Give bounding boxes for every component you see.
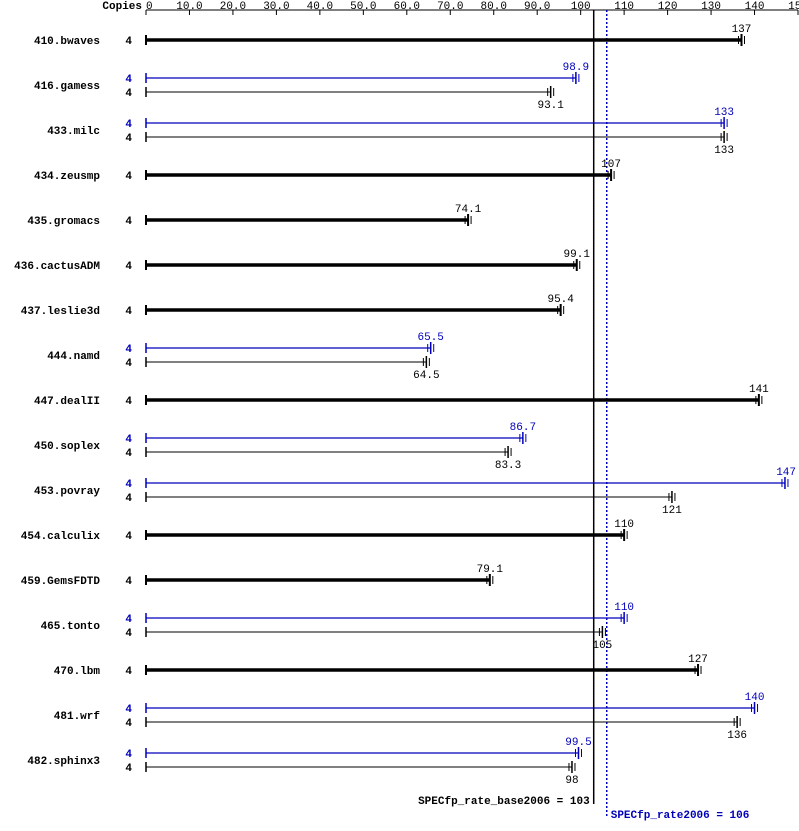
x-tick-label: 120 [658, 1, 678, 13]
copies-peak: 4 [125, 479, 132, 491]
copies-peak: 4 [125, 74, 132, 86]
benchmark-name: 437.leslie3d [21, 306, 100, 318]
copies-base: 4 [125, 493, 132, 505]
copies-peak: 4 [125, 344, 132, 356]
peak-value: 65.5 [418, 332, 444, 344]
x-tick-label: 140 [745, 1, 765, 13]
base-value: 105 [592, 640, 612, 652]
benchmark-name: 465.tonto [41, 621, 101, 633]
x-tick-label: 130 [701, 1, 721, 13]
x-tick-label: 110 [614, 1, 634, 13]
ref-base-label: SPECfp_rate_base2006 = 103 [418, 796, 590, 808]
base-value: 99.1 [564, 249, 591, 261]
benchmark-name: 453.povray [34, 486, 100, 498]
copies-base: 4 [125, 133, 132, 145]
base-value: 141 [749, 384, 769, 396]
benchmark-name: 410.bwaves [34, 36, 100, 48]
copies-value: 4 [125, 261, 132, 273]
x-tick-label: 60.0 [394, 1, 420, 13]
base-value: 93.1 [537, 100, 564, 112]
benchmark-name: 481.wrf [54, 711, 101, 723]
spec-benchmark-chart: 0 10.0 20.0 30.0 40.0 50.0 60.0 70.0 80.0 90.0 100… [0, 0, 799, 831]
base-value: 110 [614, 519, 634, 531]
base-value: 121 [662, 505, 682, 517]
benchmark-name: 434.zeusmp [34, 171, 100, 183]
base-value: 98 [565, 775, 578, 787]
x-tick-label: 0 [146, 1, 153, 13]
benchmark-name: 444.namd [47, 351, 100, 363]
peak-value: 133 [714, 107, 734, 119]
copies-header: Copies [102, 1, 142, 13]
base-value: 127 [688, 654, 708, 666]
peak-value: 147 [776, 467, 796, 479]
copies-value: 4 [125, 531, 132, 543]
x-tick-label: 40.0 [307, 1, 333, 13]
copies-value: 4 [125, 666, 132, 678]
copies-base: 4 [125, 763, 132, 775]
base-value: 133 [714, 145, 734, 157]
base-value: 74.1 [455, 204, 482, 216]
benchmark-name: 450.soplex [34, 441, 100, 453]
benchmark-name: 435.gromacs [27, 216, 100, 228]
benchmark-name: 459.GemsFDTD [21, 576, 101, 588]
x-tick-label: 80.0 [481, 1, 507, 13]
copies-value: 4 [125, 396, 132, 408]
copies-value: 4 [125, 36, 132, 48]
x-tick-label: 50.0 [350, 1, 376, 13]
copies-peak: 4 [125, 704, 132, 716]
x-tick-label: 100 [571, 1, 591, 13]
peak-value: 86.7 [510, 422, 536, 434]
benchmark-name: 436.cactusADM [14, 261, 100, 273]
copies-base: 4 [125, 718, 132, 730]
x-tick-label: 70.0 [437, 1, 463, 13]
copies-peak: 4 [125, 749, 132, 761]
copies-peak: 4 [125, 614, 132, 626]
copies-value: 4 [125, 306, 132, 318]
ref-peak-label: SPECfp_rate2006 = 106 [611, 810, 750, 822]
peak-value: 99.5 [565, 737, 591, 749]
copies-peak: 4 [125, 434, 132, 446]
x-tick-label: 90.0 [524, 1, 550, 13]
copies-base: 4 [125, 628, 132, 640]
benchmark-name: 470.lbm [54, 666, 101, 678]
base-value: 107 [601, 159, 621, 171]
base-value: 137 [732, 24, 752, 36]
copies-base: 4 [125, 88, 132, 100]
base-value: 64.5 [413, 370, 439, 382]
benchmark-name: 433.milc [47, 126, 100, 138]
peak-value: 140 [745, 692, 765, 704]
copies-value: 4 [125, 216, 132, 228]
peak-value: 110 [614, 602, 634, 614]
base-value: 83.3 [495, 460, 521, 472]
x-tick-label: 20.0 [220, 1, 246, 13]
peak-value: 98.9 [563, 62, 589, 74]
base-value: 79.1 [477, 564, 504, 576]
benchmark-name: 416.gamess [34, 81, 100, 93]
copies-value: 4 [125, 171, 132, 183]
copies-base: 4 [125, 448, 132, 460]
x-tick-label: 30.0 [263, 1, 289, 13]
base-value: 95.4 [547, 294, 574, 306]
benchmark-name: 482.sphinx3 [27, 756, 100, 768]
copies-value: 4 [125, 576, 132, 588]
base-value: 136 [727, 730, 747, 742]
copies-base: 4 [125, 358, 132, 370]
x-tick-label: 150 [788, 1, 799, 13]
copies-peak: 4 [125, 119, 132, 131]
benchmark-name: 454.calculix [21, 531, 101, 543]
x-tick-label: 10.0 [176, 1, 202, 13]
benchmark-name: 447.dealII [34, 396, 100, 408]
